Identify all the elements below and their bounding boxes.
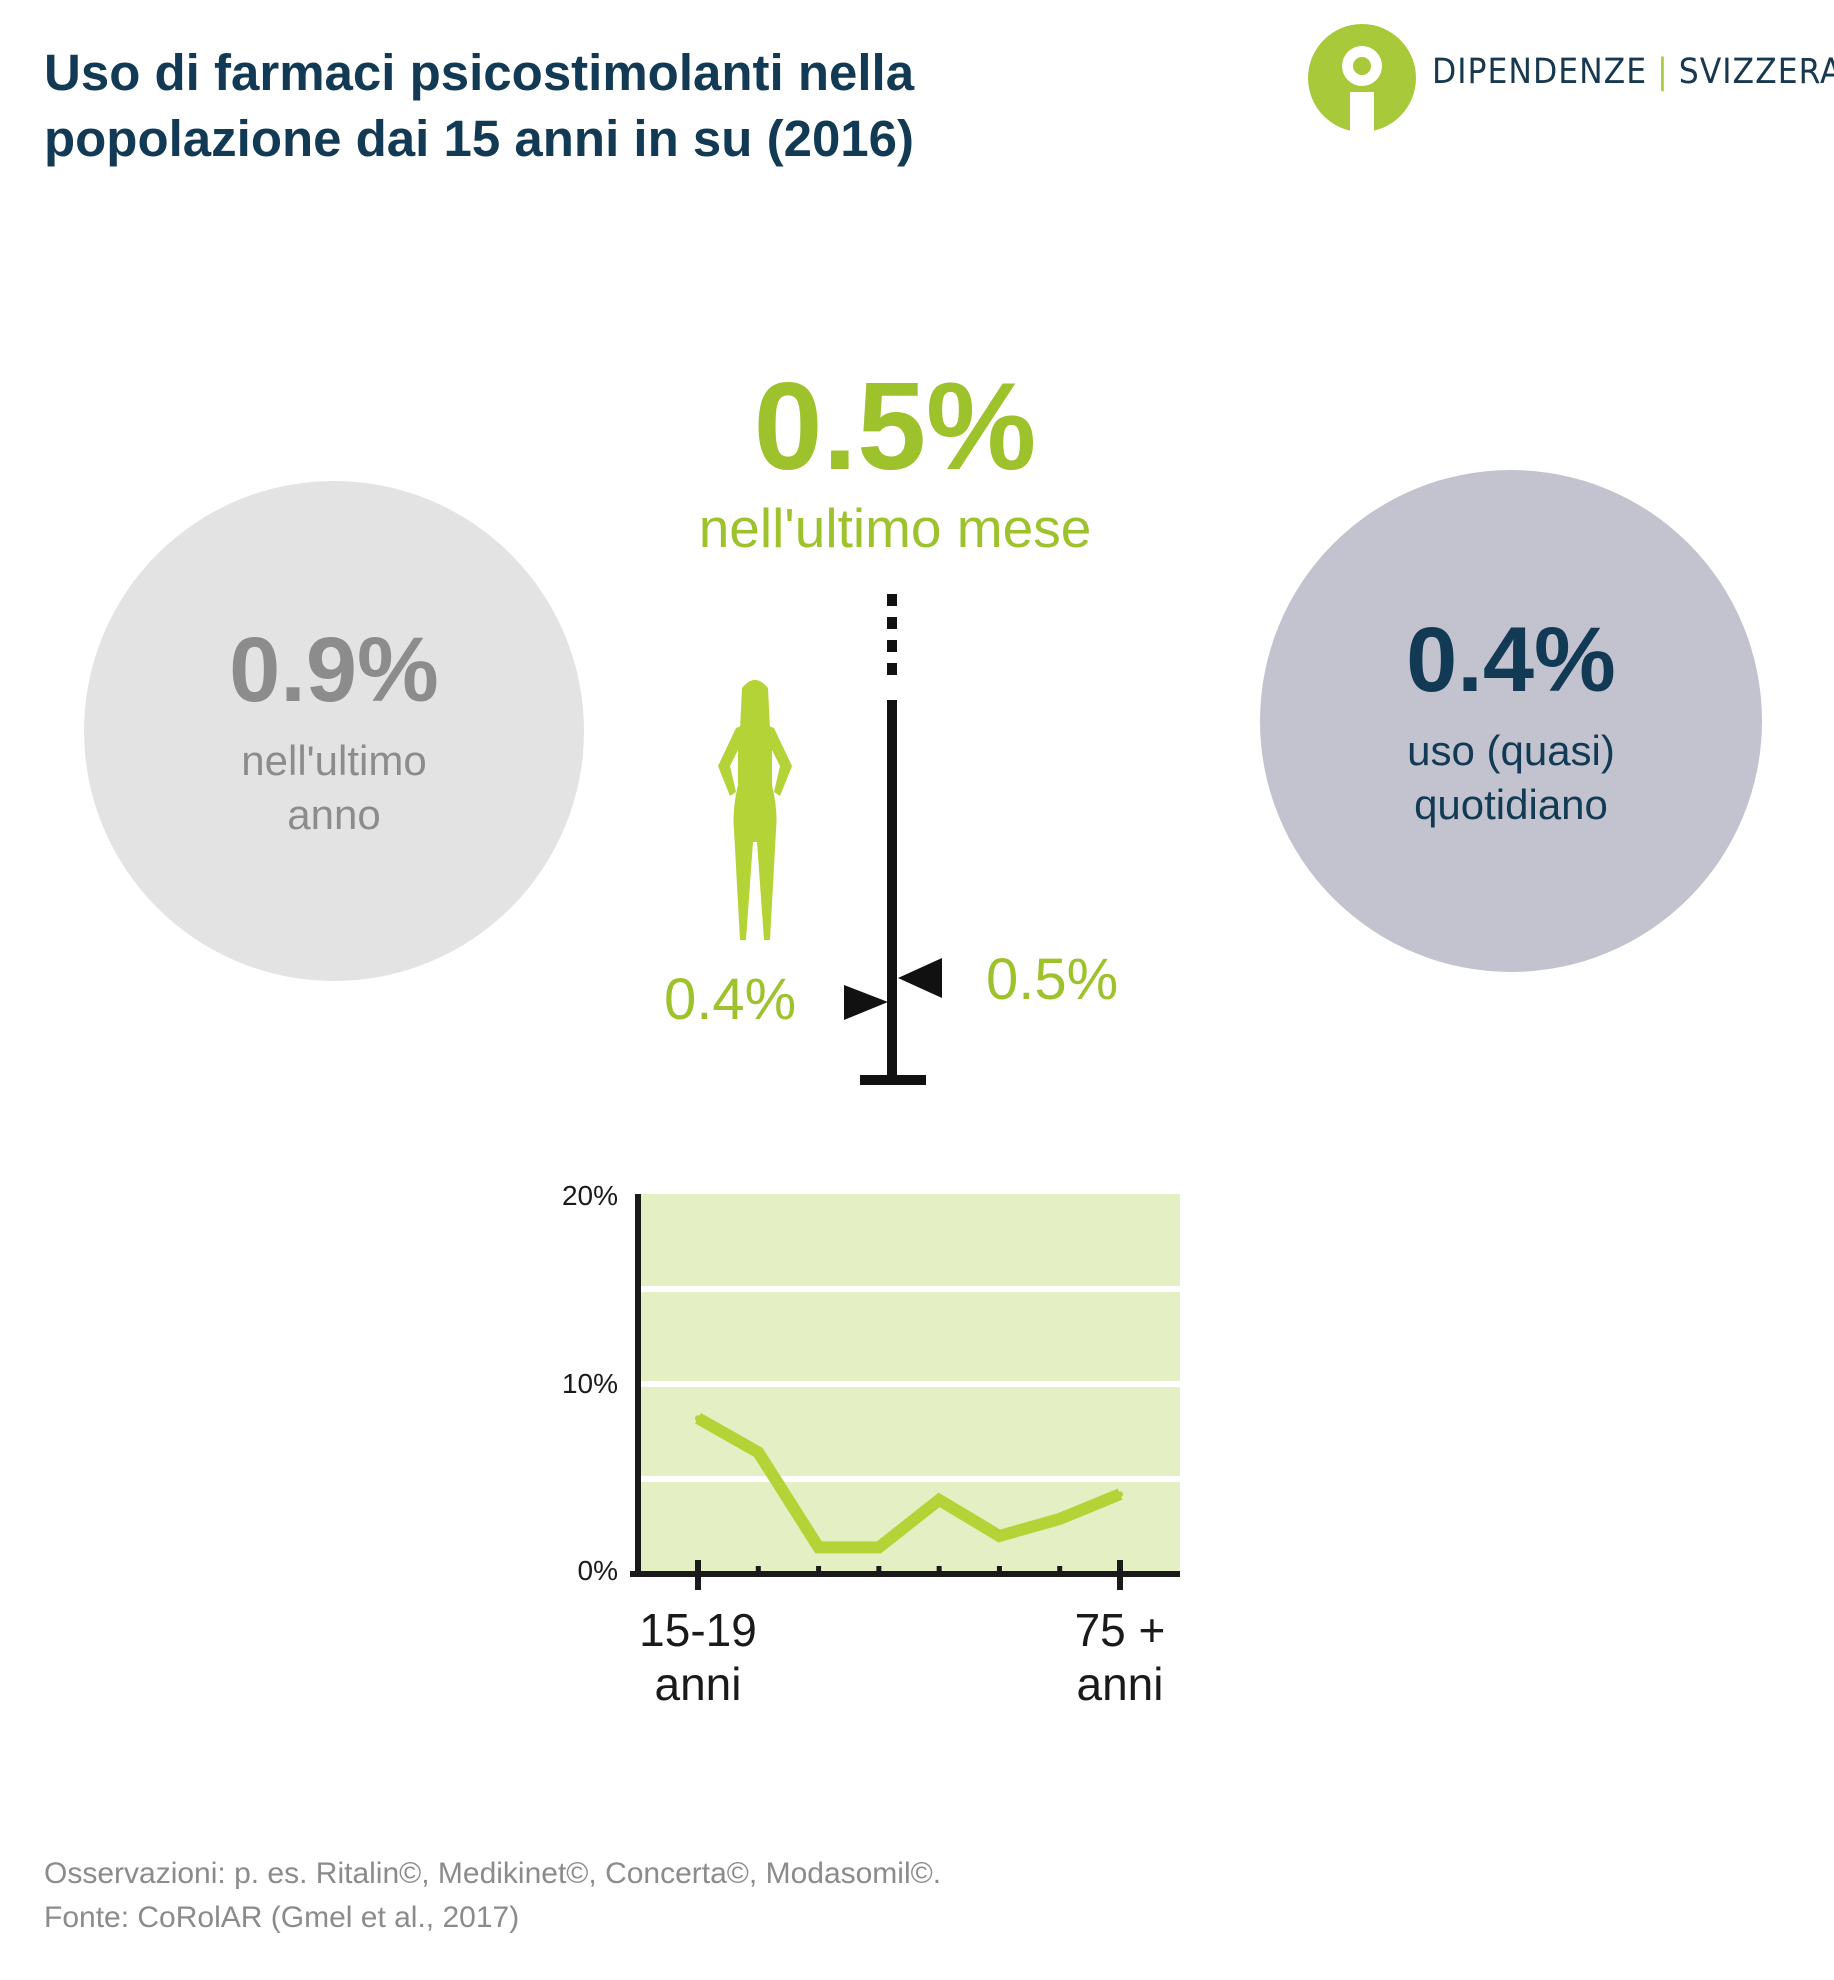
logo-separator: | [1657, 52, 1669, 92]
x-label-first-line-2: anni [655, 1658, 742, 1710]
last-month-label: nell'ultimo mese [698, 497, 1092, 559]
male-marker-icon [898, 958, 942, 998]
last-year-label: nell'ultimo anno [241, 734, 426, 842]
female-value: 0.4% [664, 967, 797, 1032]
woman-silhouette-icon [718, 680, 792, 940]
daily-use-label: uso (quasi) quotidiano [1407, 724, 1615, 832]
footer-notes: Osservazioni: p. es. Ritalin©, Medikinet… [44, 1857, 942, 1890]
y-tick-label-20: 20% [562, 1180, 618, 1211]
x-label-last-line-2: anni [1077, 1658, 1164, 1710]
x-label-first-line-1: 15-19 [639, 1604, 757, 1656]
grid-lines [638, 1286, 1180, 1482]
title-line-1: Uso di farmaci psicostimolanti nella [44, 44, 915, 101]
logo-eye-icon [1353, 57, 1371, 75]
data-point-0 [695, 1415, 701, 1422]
axes [630, 1194, 1180, 1590]
data-point-1 [755, 1449, 762, 1456]
logo-word-right: SVIZZERA [1678, 52, 1834, 92]
daily-use-label-line-1: uso (quasi) [1407, 727, 1615, 774]
x-label-last-line-1: 75 + [1075, 1604, 1166, 1656]
data-point-3 [875, 1544, 882, 1551]
logo-body-icon [1350, 92, 1374, 134]
title-line-2: popolazione dai 15 anni in su (2016) [44, 110, 915, 167]
series-line [695, 1412, 1123, 1554]
footer: Osservazioni: p. es. Ritalin©, Medikinet… [44, 1852, 941, 1940]
page-title: Uso di farmaci psicostimolanti nella pop… [44, 40, 1244, 172]
logo-word-left: DIPENDENZE [1432, 52, 1648, 92]
series-layer [695, 1412, 1123, 1554]
last-year-value: 0.9% [229, 619, 439, 721]
data-point-4 [936, 1496, 943, 1503]
logo [1308, 24, 1416, 134]
last-year-circle: 0.9% nell'ultimo anno [84, 481, 584, 981]
age-line-chart: 20% 10% 0% 15-19 anni 75 + anni [562, 1180, 1180, 1710]
logo-wordmark: DIPENDENZE | SVIZZERA [1432, 52, 1834, 92]
male-value: 0.5% [986, 947, 1119, 1012]
daily-use-label-line-2: quotidiano [1414, 781, 1608, 828]
data-point-2 [815, 1544, 822, 1551]
female-marker-icon [844, 985, 888, 1020]
data-point-7 [1117, 1491, 1123, 1498]
last-year-label-line-2: anno [287, 791, 381, 838]
daily-use-circle: 0.4% uso (quasi) quotidiano [1260, 470, 1762, 972]
y-tick-label-0: 0% [578, 1555, 618, 1586]
y-tick-label-10: 10% [562, 1368, 618, 1399]
daily-use-value: 0.4% [1406, 609, 1616, 711]
last-month-value: 0.5% [753, 358, 1037, 496]
gender-comparison-graphic [718, 594, 942, 1085]
footer-source: Fonte: CoRolAR (Gmel et al., 2017) [44, 1901, 520, 1934]
data-point-6 [1056, 1515, 1063, 1522]
data-point-5 [996, 1533, 1003, 1539]
last-year-label-line-1: nell'ultimo [241, 737, 427, 784]
